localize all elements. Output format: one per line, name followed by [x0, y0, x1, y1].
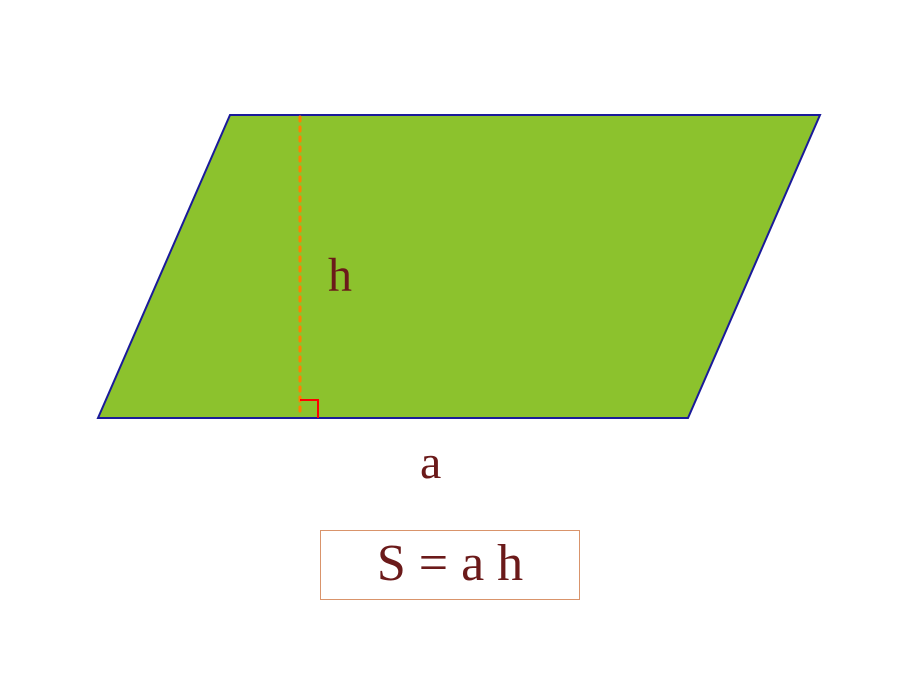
base-label: a [420, 435, 441, 490]
area-formula-text: S = a h [377, 535, 523, 592]
height-label: h [328, 248, 352, 303]
parallelogram-shape [98, 115, 820, 418]
area-formula-box: S = a h [320, 530, 580, 600]
